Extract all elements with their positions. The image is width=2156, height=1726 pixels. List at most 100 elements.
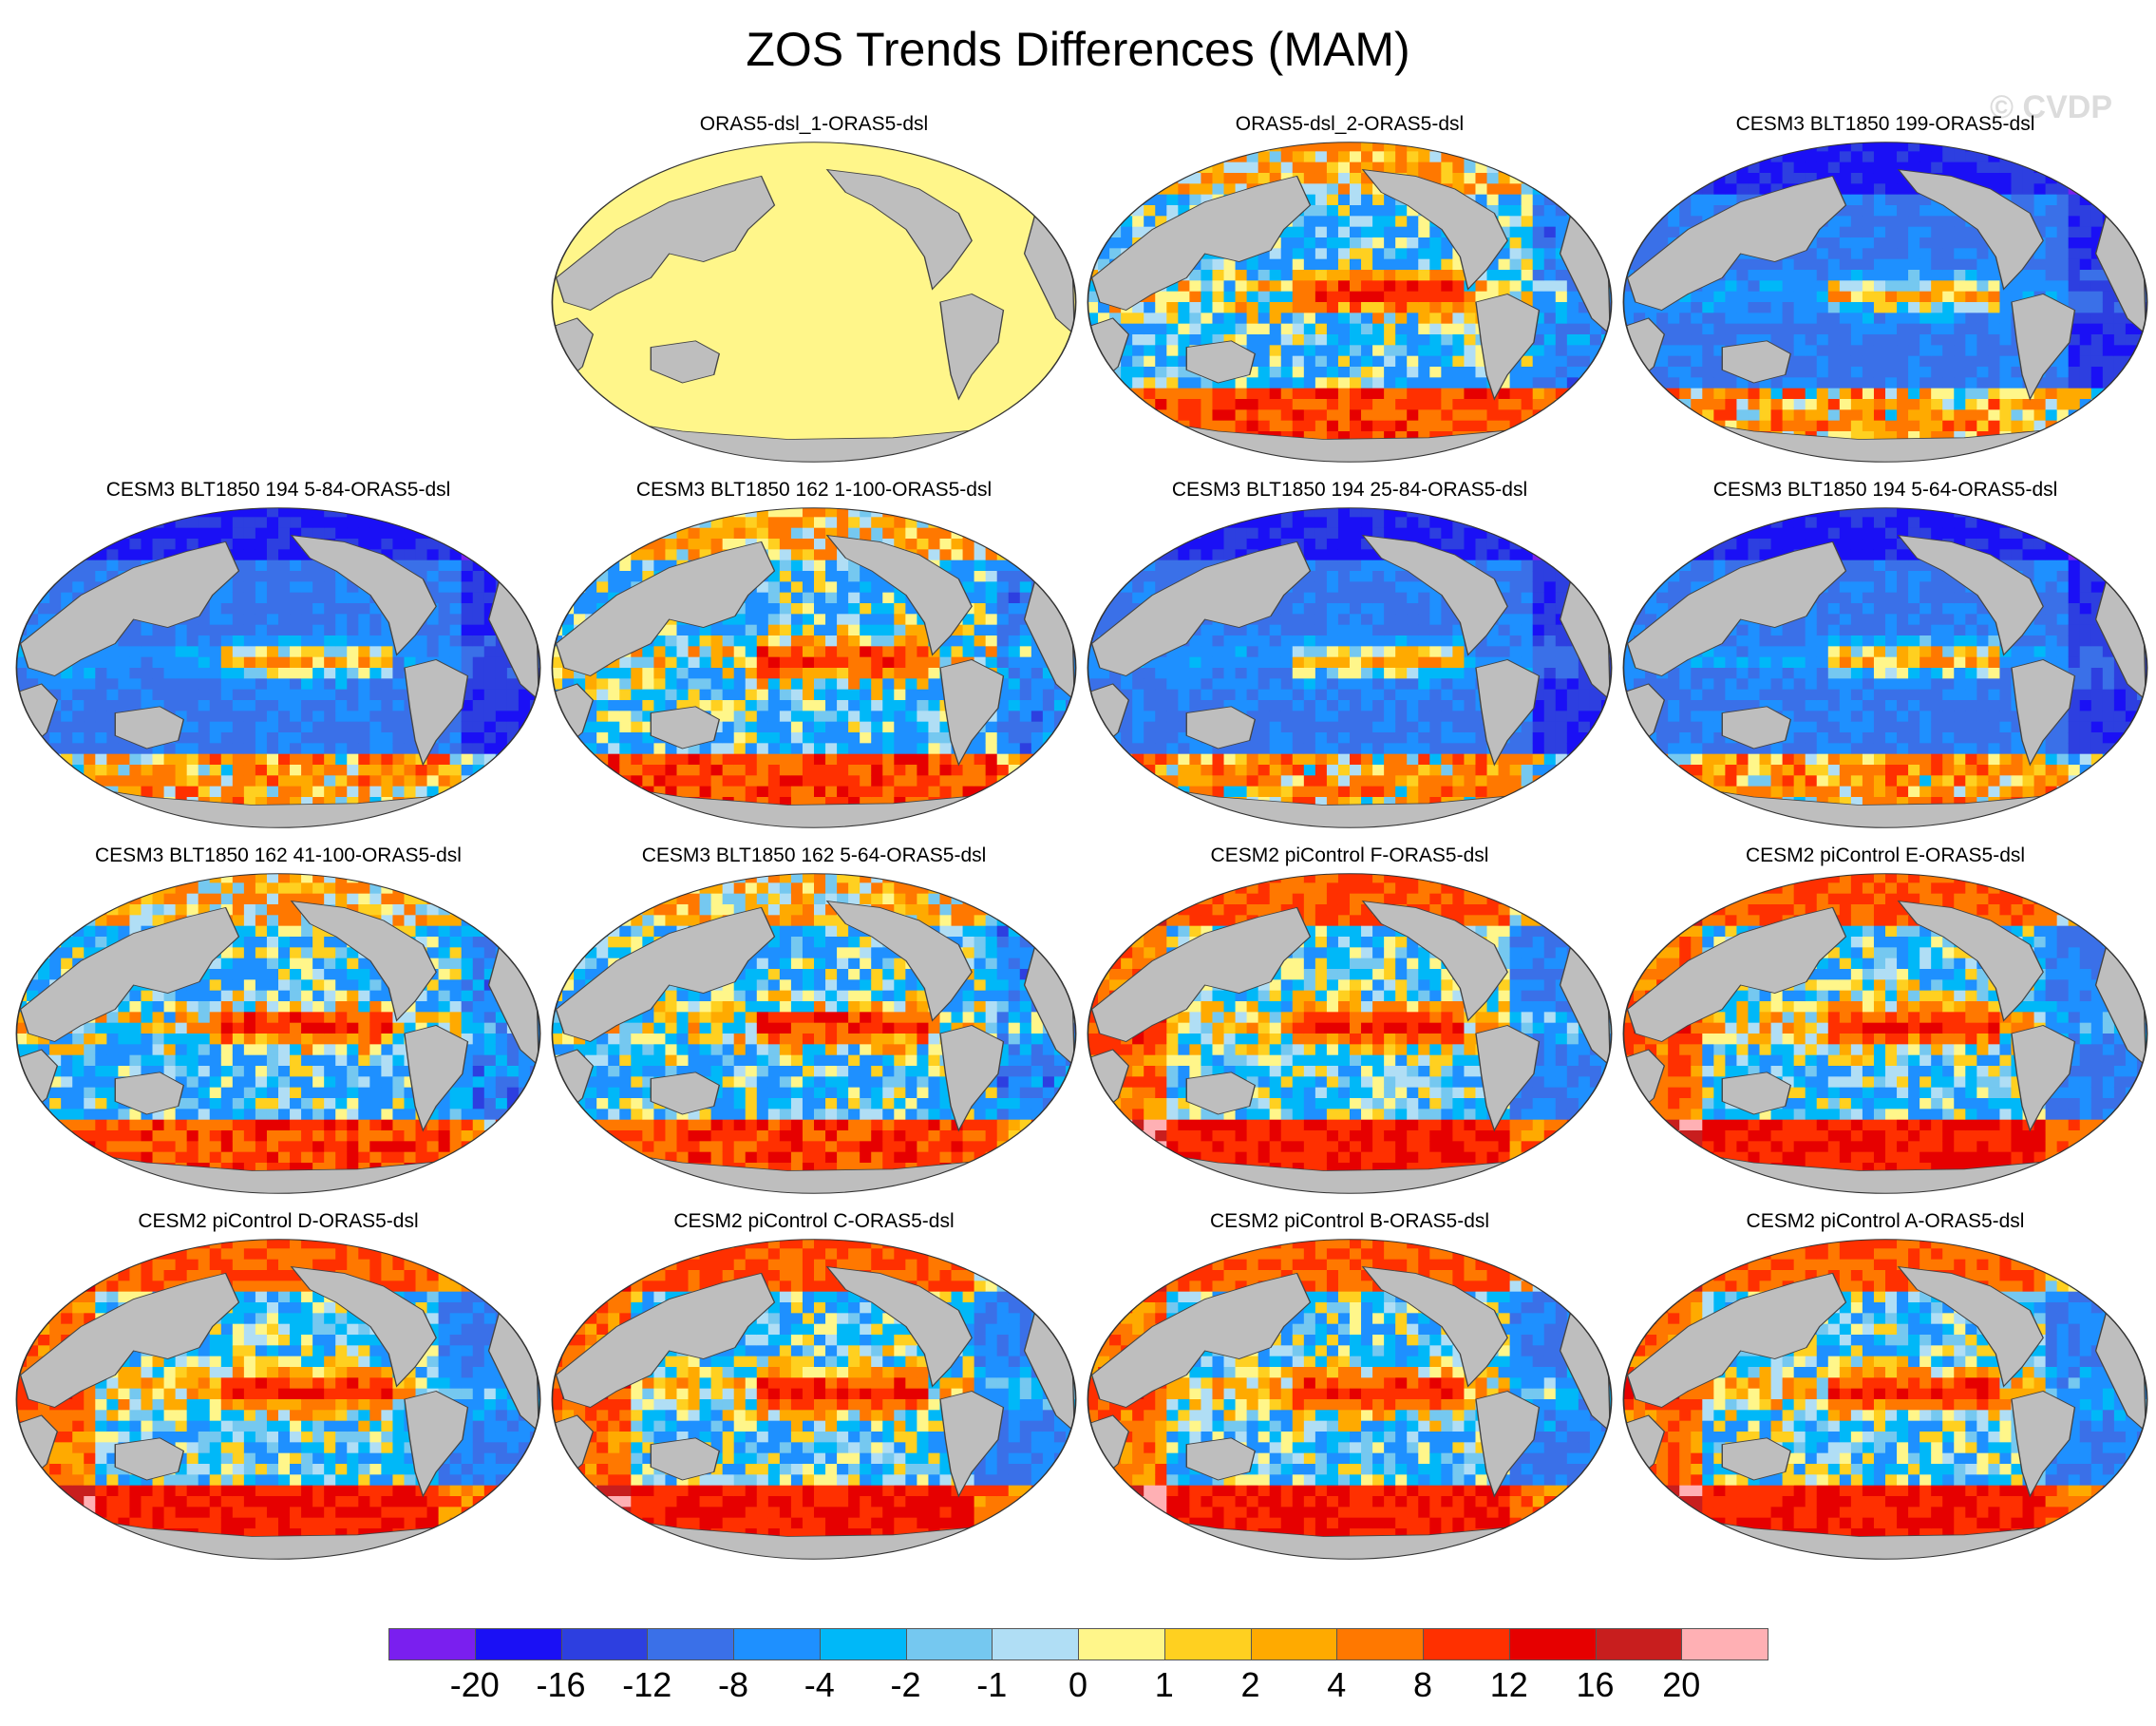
field-cell — [1555, 431, 1568, 443]
field-cell — [1702, 313, 1714, 325]
field-cell — [837, 797, 849, 808]
field-cell — [175, 732, 188, 744]
field-cell — [335, 721, 348, 733]
field-cell — [369, 678, 382, 691]
field-cell — [1713, 205, 1726, 217]
field-cell — [16, 549, 28, 561]
field-cell — [347, 527, 359, 540]
field-cell — [1897, 258, 1909, 271]
field-cell — [848, 581, 861, 594]
field-cell — [1759, 399, 1772, 410]
field-cell — [2068, 216, 2081, 228]
field-cell — [1713, 194, 1726, 206]
field-cell — [848, 646, 861, 658]
field-cell — [266, 592, 279, 604]
field-cell — [1361, 420, 1373, 432]
field-cell — [2011, 291, 2024, 303]
field-cell — [209, 711, 222, 723]
field-cell — [1258, 420, 1271, 432]
field-cell — [461, 753, 474, 766]
field-cell — [324, 753, 336, 766]
field-cell — [1326, 280, 1339, 293]
field-cell — [585, 592, 597, 604]
field-cell — [2079, 420, 2092, 432]
field-cell — [1645, 313, 1657, 325]
field-cell — [438, 507, 451, 518]
field-cell — [141, 678, 154, 691]
field-cell — [1223, 452, 1237, 463]
field-cell — [426, 753, 440, 766]
field-cell — [1144, 183, 1156, 196]
field-cell — [2102, 399, 2115, 410]
field-cell — [2022, 442, 2035, 454]
field-cell — [1885, 258, 1898, 271]
field-cell — [301, 689, 313, 701]
field-cell — [665, 786, 678, 798]
field-cell — [483, 711, 497, 723]
field-cell — [1793, 173, 1806, 184]
field-cell — [347, 678, 359, 691]
field-cell — [27, 818, 39, 828]
field-cell — [1246, 313, 1259, 325]
field-cell — [1532, 216, 1545, 228]
field-cell — [1668, 355, 1680, 368]
field-cell — [1429, 409, 1442, 422]
field-cell — [1452, 355, 1465, 368]
field-cell — [1885, 280, 1898, 293]
field-cell — [1155, 194, 1167, 206]
field-cell — [1509, 270, 1522, 281]
field-cell — [1109, 161, 1122, 174]
field-cell — [1759, 452, 1772, 463]
field-cell — [518, 700, 531, 711]
field-cell — [1166, 377, 1179, 389]
field-cell — [449, 571, 463, 582]
field-cell — [745, 668, 758, 679]
field-cell — [255, 549, 268, 561]
field-cell — [518, 527, 531, 540]
field-cell — [1748, 142, 1761, 152]
field-cell — [1645, 248, 1657, 260]
field-cell — [2113, 420, 2127, 432]
field-cell — [1292, 399, 1305, 410]
field-cell — [1713, 367, 1726, 378]
field-cell — [1885, 399, 1898, 410]
field-cell — [1292, 248, 1305, 260]
field-cell — [324, 732, 336, 744]
field-cell — [1850, 334, 1863, 346]
field-cell — [1920, 399, 1932, 410]
field-cell — [1475, 409, 1488, 422]
field-cell — [255, 711, 268, 723]
field-cell — [802, 689, 815, 701]
field-cell — [529, 711, 540, 723]
field-cell — [1166, 452, 1179, 463]
field-cell — [506, 753, 520, 766]
field-cell — [95, 753, 107, 766]
field-cell — [2068, 194, 2081, 206]
field-cell — [1555, 334, 1568, 346]
field-cell — [745, 689, 758, 701]
field-cell — [438, 775, 451, 787]
field-cell — [1600, 345, 1612, 357]
field-cell — [472, 689, 485, 701]
field-cell — [1999, 302, 2013, 313]
field-cell — [619, 786, 632, 798]
field-cell — [1475, 355, 1488, 368]
field-cell — [1555, 205, 1568, 217]
field-cell — [596, 678, 609, 691]
field-cell — [209, 786, 222, 798]
field-cell — [596, 807, 609, 820]
field-cell — [49, 786, 62, 798]
field-cell — [552, 581, 563, 594]
field-cell — [1326, 345, 1339, 357]
field-cell — [2079, 216, 2092, 228]
field-cell — [790, 507, 804, 518]
field-cell — [461, 614, 474, 626]
field-cell — [1713, 151, 1726, 163]
field-cell — [1280, 161, 1294, 174]
field-cell — [1656, 183, 1669, 196]
field-cell — [72, 807, 85, 820]
field-cell — [232, 743, 245, 755]
field-cell — [1725, 377, 1737, 389]
field-cell — [699, 656, 712, 669]
field-cell — [574, 507, 586, 518]
